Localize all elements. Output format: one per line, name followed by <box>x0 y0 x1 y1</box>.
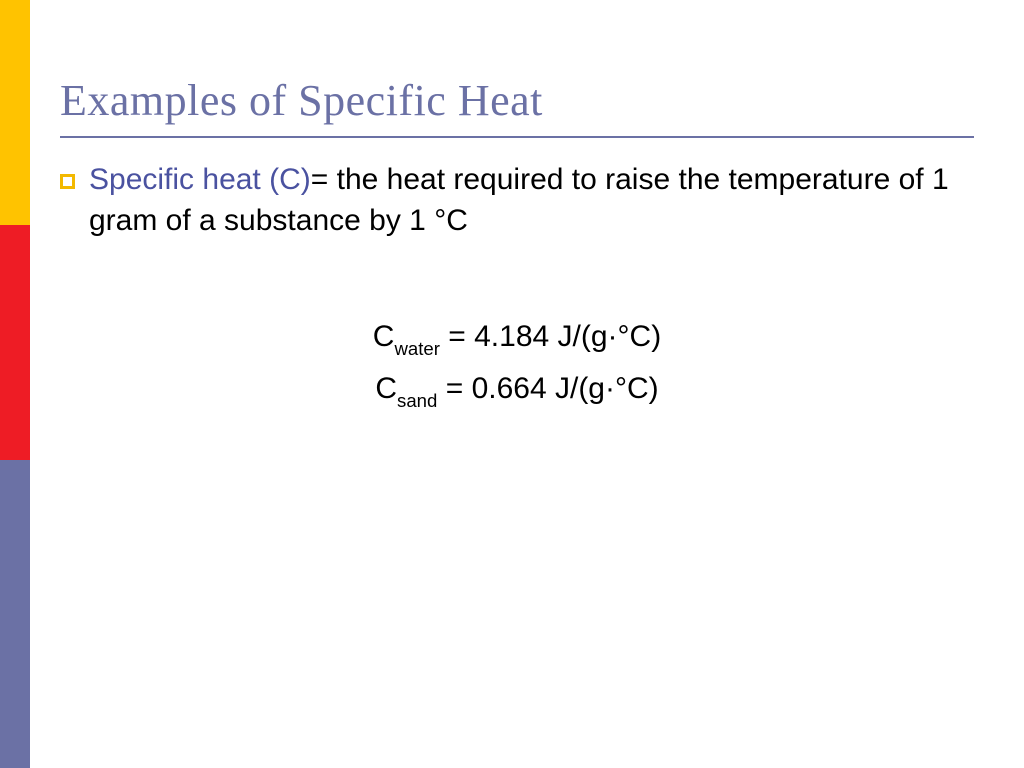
bullet-item: Specific heat (C)= the heat required to … <box>60 160 974 241</box>
definition-text: Specific heat (C)= the heat required to … <box>89 160 974 241</box>
content-area: Examples of Specific Heat Specific heat … <box>60 75 974 414</box>
equation-row: Csand = 0.664 J/(g·°C) <box>60 363 974 415</box>
equation-subscript: sand <box>397 390 437 411</box>
equation-unit: J/(g·°C) <box>555 372 659 405</box>
equation-symbol: C <box>373 320 395 353</box>
bullet-square-icon <box>60 174 75 189</box>
definition-term: Specific heat (C) <box>89 163 311 196</box>
equation-unit: J/(g·°C) <box>558 320 662 353</box>
equation-value: 4.184 <box>474 320 549 353</box>
equation-symbol: C <box>375 372 397 405</box>
sidebar-seg-yellow <box>0 0 30 225</box>
equations-block: Cwater = 4.184 J/(g·°C) Csand = 0.664 J/… <box>60 311 974 414</box>
equation-value: 0.664 <box>472 372 547 405</box>
sidebar-accent <box>0 0 30 768</box>
slide: Examples of Specific Heat Specific heat … <box>0 0 1024 768</box>
slide-title: Examples of Specific Heat <box>60 75 974 126</box>
equation-subscript: water <box>394 338 439 359</box>
sidebar-seg-red <box>0 225 30 460</box>
equation-row: Cwater = 4.184 J/(g·°C) <box>60 311 974 363</box>
body: Specific heat (C)= the heat required to … <box>60 160 974 414</box>
sidebar-seg-slate <box>0 460 30 768</box>
title-underline <box>60 136 974 138</box>
